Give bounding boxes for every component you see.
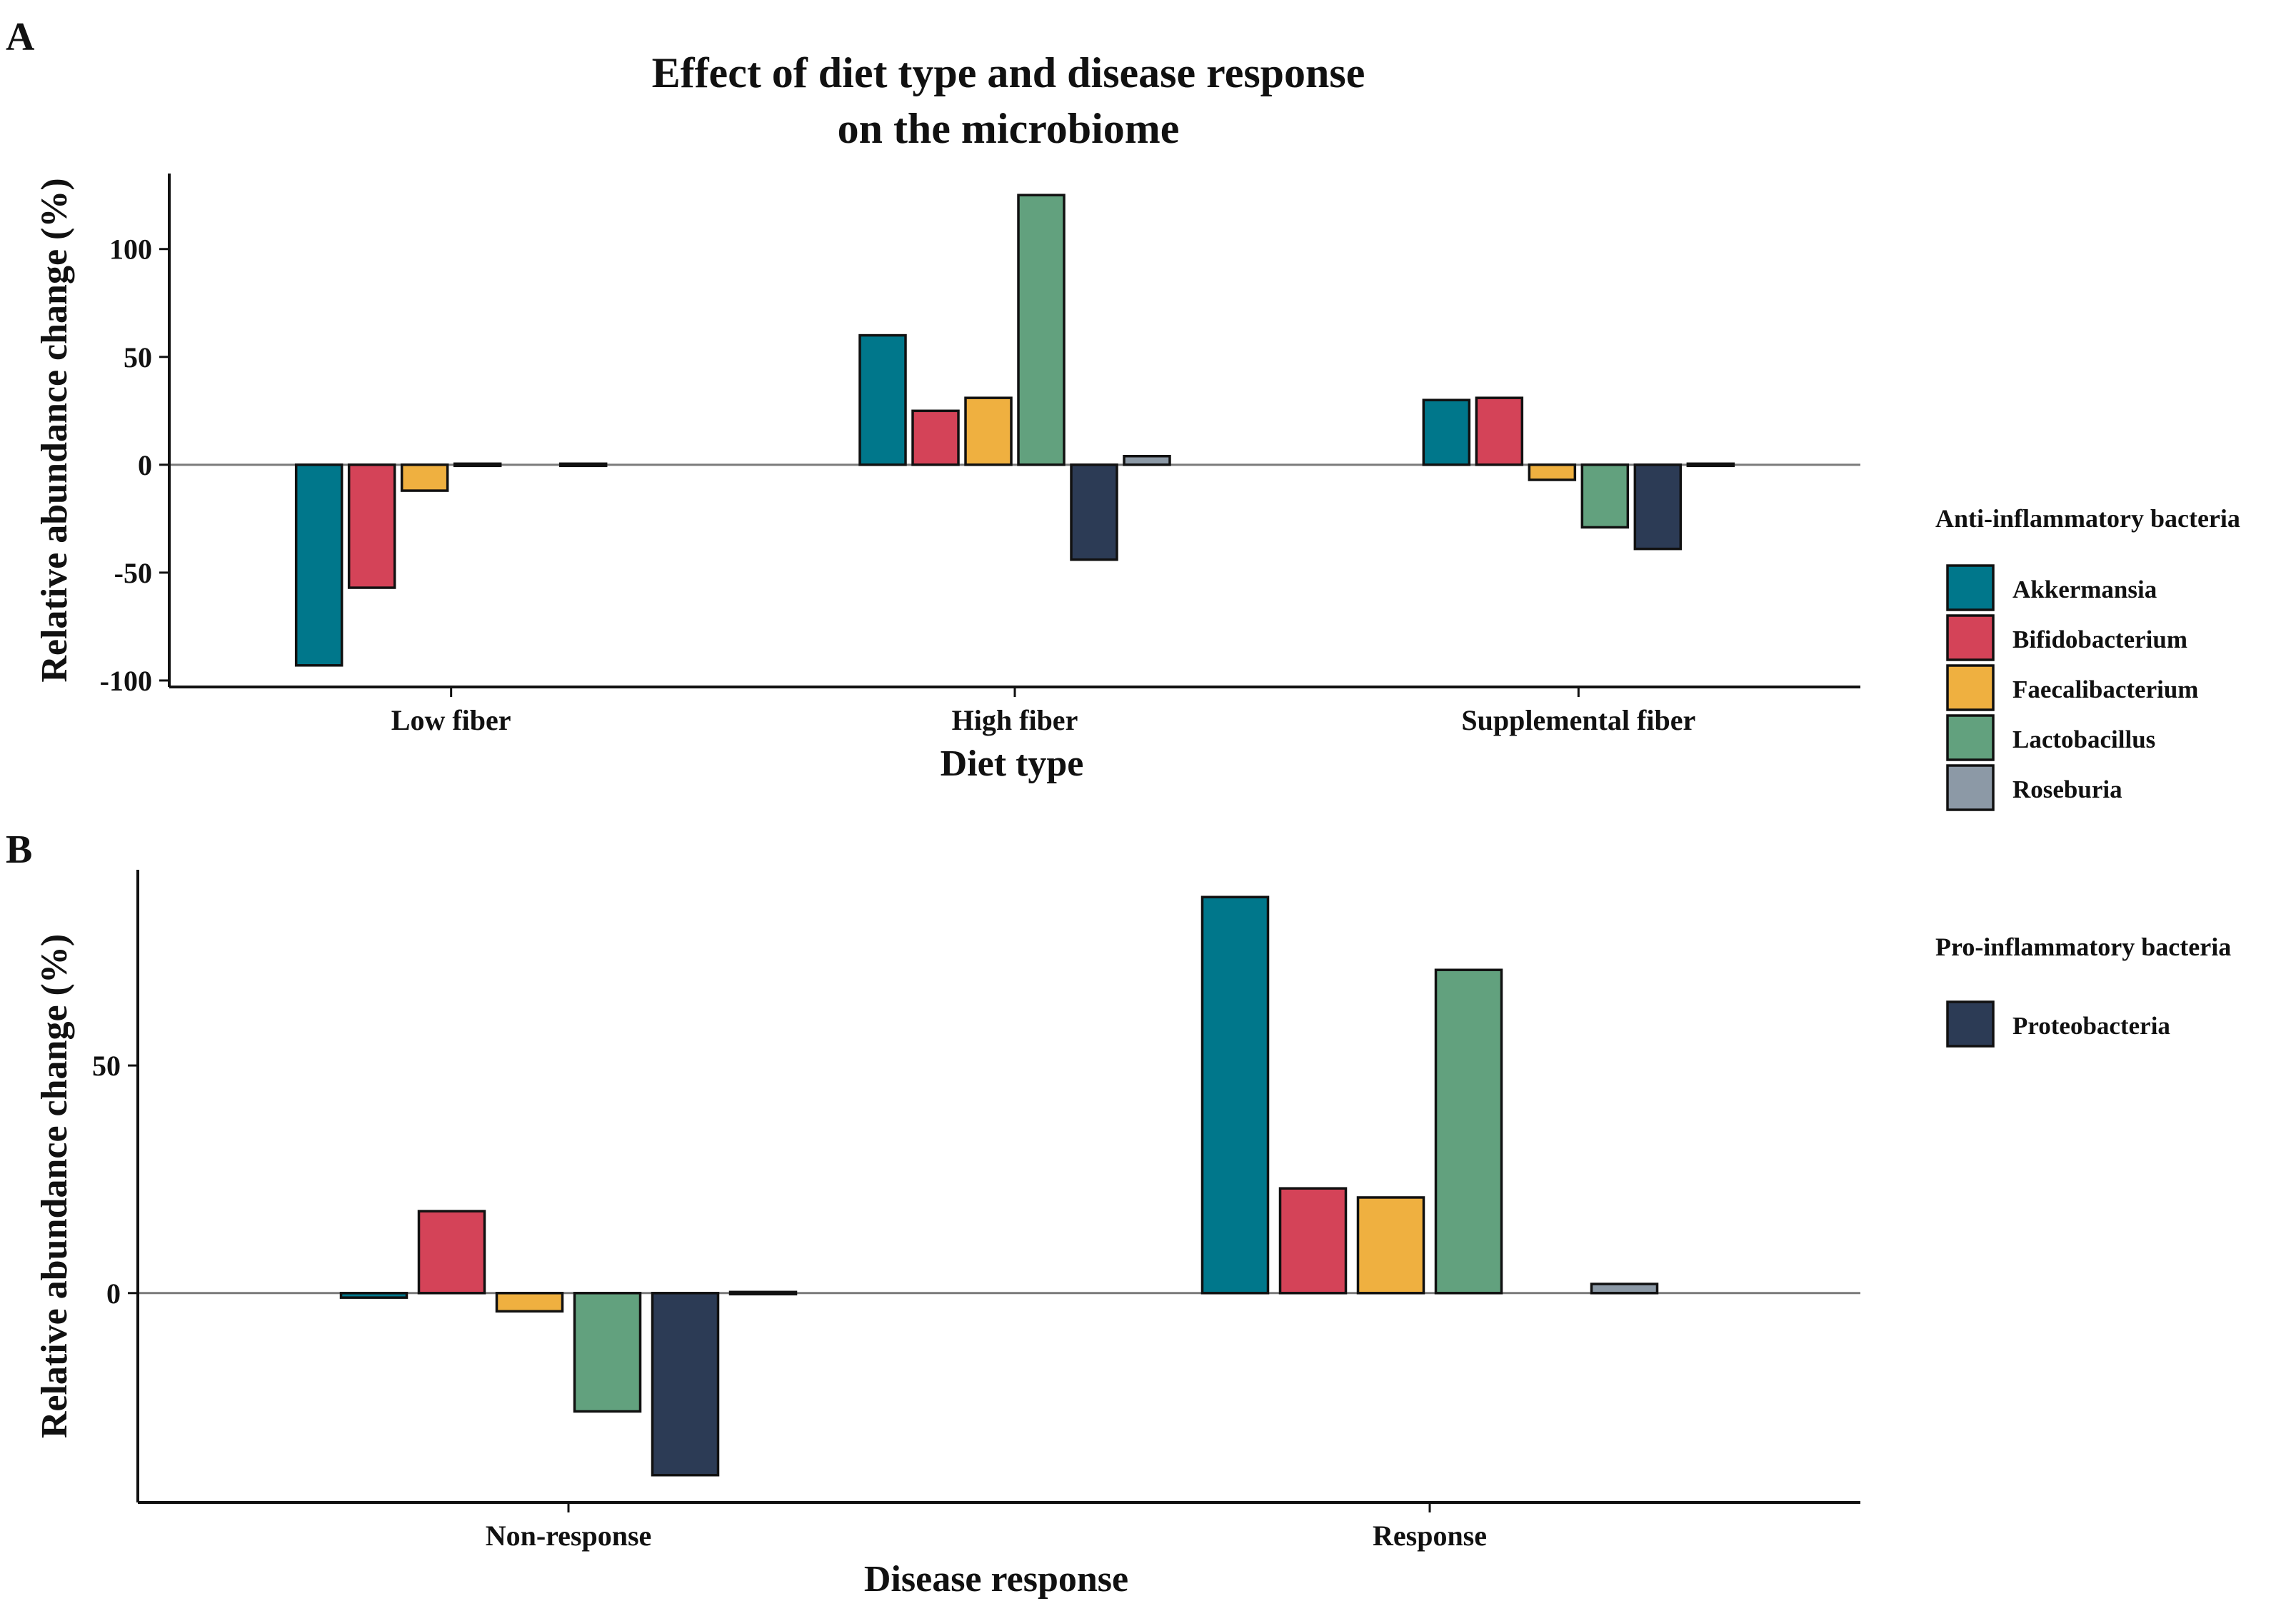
legend-swatch-faecalibacterium (1946, 664, 1995, 711)
chart-a-title-line-1: Effect of diet type and disease response (652, 49, 1365, 96)
chart-a-bar-faecalibacterium-low-fiber (400, 463, 449, 492)
chart-a-bar-faecalibacterium-high-fiber (964, 396, 1013, 466)
chart-b-bar-lactobacillus-non-response (573, 1292, 642, 1413)
chart-b-bar-bifidobacterium-non-response (417, 1210, 486, 1295)
chart-b-bar-lactobacillus-response (1434, 968, 1503, 1295)
legend-label-akkermansia: Akkermansia (2012, 576, 2157, 603)
legend-anti-title: Anti-inflammatory bacteria (1935, 504, 2240, 533)
chart-a-bar-proteobacteria-high-fiber (1070, 463, 1118, 561)
chart-b-bar-roseburia-non-response (728, 1290, 798, 1296)
legend-swatch-bifidobacterium (1946, 614, 1995, 661)
legend-pro-inflammatory: Pro-inflammatory bacteria Proteobacteria (1935, 933, 2231, 1048)
chart-a-title-line-2: on the microbiome (838, 105, 1180, 152)
panel-a-label: A (6, 15, 35, 59)
chart-a-y-axis-title: Relative abundance change (%) (34, 178, 75, 682)
chart-a-y-tick-label: -50 (114, 557, 152, 589)
legend-label-roseburia: Roseburia (2012, 776, 2122, 803)
legend-label-bifidobacterium: Bifidobacterium (2012, 626, 2187, 653)
chart-a-bar-lactobacillus-low-fiber (453, 462, 502, 468)
legend-label-lactobacillus: Lactobacillus (2012, 726, 2155, 753)
legend-swatch-proteobacteria (1946, 1000, 1995, 1048)
chart-a-bar-proteobacteria-supplemental-fiber (1633, 463, 1683, 551)
chart-b-x-tick-label: Non-response (486, 1520, 652, 1552)
chart-b-bar-faecalibacterium-non-response (495, 1292, 564, 1313)
chart-a-bar-lactobacillus-high-fiber (1017, 194, 1066, 466)
chart-a-x-tick-label: High fiber (952, 704, 1078, 736)
panel-b-label: B (6, 828, 32, 872)
legend-label-faecalibacterium: Faecalibacterium (2012, 676, 2198, 703)
chart-b-bar-roseburia-response (1590, 1283, 1659, 1295)
chart-a-plot: Low fiber High fiber Supplemental fiber -10… (34, 174, 1860, 784)
chart-b-x-axis-title: Disease response (864, 1559, 1128, 1600)
chart-a-x-tick-label: Low fiber (391, 704, 511, 736)
chart-a-x-axis-title: Diet type (941, 743, 1084, 784)
chart-a-bar-bifidobacterium-high-fiber (911, 409, 960, 466)
chart-a-bar-bifidobacterium-low-fiber (347, 463, 396, 589)
chart-a-bar-roseburia-supplemental-fiber (1686, 462, 1735, 468)
chart-b-y-tick-label: 0 (106, 1278, 121, 1310)
chart-b-bar-proteobacteria-non-response (651, 1292, 720, 1477)
chart-a-y-tick-label: 100 (109, 234, 152, 266)
chart-a-y-tick-label: 0 (138, 449, 152, 481)
legend-swatch-lactobacillus (1946, 714, 1995, 761)
chart-b-bar-faecalibacterium-response (1356, 1196, 1425, 1295)
chart-a-y-tick-label: -100 (100, 665, 152, 697)
chart-b-plot: Non-response Response 0 50 Disease response R… (34, 870, 1860, 1600)
legend-label-proteobacteria: Proteobacteria (2012, 1012, 2170, 1040)
chart-b-bar-akkermansia-non-response (339, 1292, 408, 1299)
legend-pro-title: Pro-inflammatory bacteria (1935, 933, 2231, 961)
chart-b-bar-bifidobacterium-response (1278, 1187, 1348, 1295)
chart-a-x-tick-label: Supplemental fiber (1461, 704, 1695, 736)
chart-a-title: Effect of diet type and disease response… (652, 49, 1365, 152)
chart-a-bar-roseburia-low-fiber (558, 462, 608, 468)
chart-b-x-tick-label: Response (1373, 1520, 1487, 1552)
chart-a-bar-roseburia-high-fiber (1123, 455, 1171, 466)
legend-anti-inflammatory: Anti-inflammatory bacteria Akkermansia Bi… (1935, 504, 2240, 811)
chart-b-y-tick-label: 50 (92, 1050, 121, 1082)
chart-a-y-tick-label: 50 (124, 341, 152, 373)
chart-b-y-axis-title: Relative abundance change (%) (34, 934, 75, 1438)
chart-a-bar-akkermansia-high-fiber (858, 333, 907, 466)
chart-a-bar-lactobacillus-supplemental-fiber (1580, 463, 1630, 529)
chart-b-bar-akkermansia-response (1200, 895, 1270, 1295)
chart-a-bar-faecalibacterium-supplemental-fiber (1528, 463, 1577, 481)
chart-a-bar-bifidobacterium-supplemental-fiber (1475, 396, 1524, 466)
legend-swatch-roseburia (1946, 764, 1995, 811)
chart-a-bar-akkermansia-low-fiber (294, 463, 344, 667)
chart-a-bar-akkermansia-supplemental-fiber (1422, 398, 1471, 466)
legend-swatch-akkermansia (1946, 564, 1995, 611)
